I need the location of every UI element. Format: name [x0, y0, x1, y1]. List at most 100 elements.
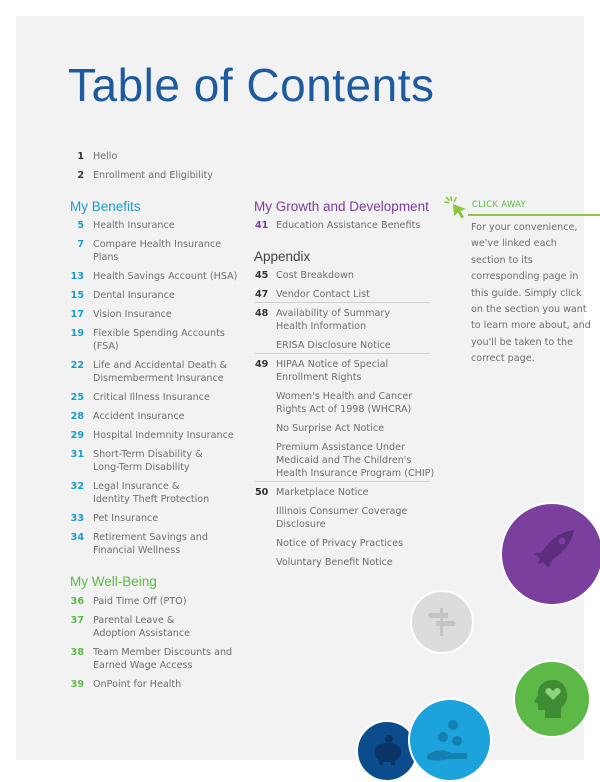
toc-entry[interactable]: ERISA Disclosure Notice [276, 339, 391, 352]
entry-label: Financial Wellness [93, 545, 181, 556]
page-number: 19 [70, 328, 84, 339]
page-number: 47 [255, 289, 269, 300]
entry-label: Premium Assistance Under [276, 442, 405, 453]
section-heading-my-well-being: My Well-Being [70, 574, 157, 589]
entry-label: Cost Breakdown [276, 270, 354, 281]
entry-label: Paid Time Off (PTO) [93, 596, 187, 607]
toc-entry[interactable]: 1 Hello [77, 150, 118, 163]
toc-entry[interactable]: 7 Compare Health Insurance Plans [77, 238, 222, 264]
toc-entry[interactable]: No Surprise Act Notice [276, 422, 384, 435]
page-number: 45 [255, 270, 269, 281]
page-number: 1 [77, 151, 84, 162]
page-number: 32 [70, 481, 84, 492]
toc-entry[interactable]: 36 Paid Time Off (PTO) [71, 595, 187, 608]
entry-label: Health Savings Account (HSA) [93, 271, 238, 282]
entry-label: Enrollment Rights [276, 372, 362, 383]
page-number: 31 [70, 449, 84, 460]
cursor-click-icon [444, 196, 466, 219]
entry-label: Identity Theft Protection [93, 494, 210, 505]
entry-label: Medicaid and The Children's [276, 455, 412, 466]
toc-entry[interactable]: 48 Availability of Summary Health Informat… [255, 307, 391, 333]
toc-entry[interactable]: 28 Accident Insurance [71, 410, 185, 423]
entry-label: Life and Accidental Death & [93, 360, 228, 371]
toc-entry[interactable]: 29 Hospital Indemnity Insurance [71, 429, 234, 442]
toc-entry[interactable]: 19 Flexible Spending Accounts (FSA) [71, 327, 225, 353]
entry-label: ERISA Disclosure Notice [276, 340, 391, 351]
page-number: 22 [70, 360, 84, 371]
entry-label: Dental Insurance [93, 290, 175, 301]
entry-label: Hello [93, 151, 118, 162]
click-away-divider [468, 214, 600, 216]
entry-label: Health Insurance Program (CHIP) [276, 468, 435, 479]
toc-entry[interactable]: Illinois Consumer Coverage Disclosure [276, 505, 407, 531]
toc-entry[interactable]: 37 Parental Leave & Adoption Assistance [71, 614, 190, 640]
toc-entry[interactable]: 31 Short-Term Disability & Long-Term Disab… [71, 448, 203, 474]
toc-entry[interactable]: Premium Assistance Under Medicaid and The… [276, 441, 434, 480]
toc-entry[interactable]: 32 Legal Insurance & Identity Theft Protec… [71, 480, 210, 506]
page-number: 2 [77, 170, 84, 181]
entry-label: (FSA) [93, 341, 119, 352]
toc-entry[interactable]: 17 Vision Insurance [71, 308, 172, 321]
toc-entry[interactable]: 49 HIPAA Notice of Special Enrollment Righ… [255, 358, 389, 384]
section-heading-my-benefits: My Benefits [70, 199, 141, 214]
toc-entry[interactable]: 15 Dental Insurance [71, 289, 175, 302]
page-number: 38 [70, 647, 84, 658]
page-number: 29 [70, 430, 84, 441]
toc-entry[interactable]: 34 Retirement Savings and Financial Wellne… [71, 531, 208, 557]
signpost-icon [428, 608, 456, 636]
signpost-circle [410, 590, 474, 654]
toc-entry[interactable]: 2 Enrollment and Eligibility [77, 169, 213, 182]
page-number: 5 [77, 220, 84, 231]
page-number: 25 [70, 392, 84, 403]
entry-label: Plans [93, 252, 119, 263]
page-number: 41 [255, 220, 269, 231]
hand-coins-circle [408, 698, 492, 782]
toc-entry[interactable]: 25 Critical Illness Insurance [71, 391, 210, 404]
entry-label: Team Member Discounts and [93, 647, 233, 658]
entry-label: Long-Term Disability [93, 462, 190, 473]
toc-entry[interactable]: 13 Health Savings Account (HSA) [71, 270, 238, 283]
toc-entry[interactable]: 47 Vendor Contact List [255, 288, 370, 301]
toc-entry[interactable]: Notice of Privacy Practices [276, 537, 403, 550]
entry-label: Compare Health Insurance [93, 239, 222, 250]
page-number: 13 [70, 271, 84, 282]
toc-entry[interactable]: Voluntary Benefit Notice [276, 556, 393, 569]
page-number: 49 [255, 359, 269, 370]
toc-entry[interactable]: 50 Marketplace Notice [255, 486, 369, 499]
entry-label: Availability of Summary [276, 308, 391, 319]
page-number: 17 [70, 309, 84, 320]
toc-entry[interactable]: 5 Health Insurance [77, 219, 175, 232]
entry-label: Accident Insurance [93, 411, 185, 422]
entry-label: Health Insurance [93, 220, 175, 231]
entry-label: Hospital Indemnity Insurance [93, 430, 234, 441]
toc-entry[interactable]: 41 Education Assistance Benefits [255, 219, 420, 232]
toc-entry[interactable]: 45 Cost Breakdown [255, 269, 354, 282]
entry-label: HIPAA Notice of Special [276, 359, 389, 370]
entry-label: Disclosure [276, 519, 326, 530]
entry-label: Voluntary Benefit Notice [276, 557, 393, 568]
page-number: 50 [255, 487, 269, 498]
head-heart-icon [534, 680, 568, 718]
rocket-circle [500, 502, 600, 606]
entry-label: Marketplace Notice [276, 487, 369, 498]
page-number: 33 [70, 513, 84, 524]
entry-label: Enrollment and Eligibility [93, 170, 213, 181]
page-number: 39 [70, 679, 84, 690]
page-number: 7 [77, 239, 84, 250]
entry-label: Women's Health and Cancer [276, 391, 413, 402]
toc-entry[interactable]: Women's Health and Cancer Rights Act of 1… [276, 390, 412, 416]
entry-label: Legal Insurance & [93, 481, 180, 492]
toc-entry[interactable]: 33 Pet Insurance [71, 512, 159, 525]
page-number: 15 [70, 290, 84, 301]
click-away-text: For your convenience, we've linked each … [471, 222, 591, 365]
entry-label: Vendor Contact List [276, 289, 370, 300]
page-number: 36 [70, 596, 84, 607]
toc-entry[interactable]: 39 OnPoint for Health [71, 678, 182, 691]
page-title: Table of Contents [68, 59, 435, 111]
toc-entry[interactable]: 38 Team Member Discounts and Earned Wage A… [71, 646, 233, 672]
entry-label: Pet Insurance [93, 513, 159, 524]
toc-entry[interactable]: 22 Life and Accidental Death & Dismemberme… [71, 359, 228, 385]
entry-label: Rights Act of 1998 (WHCRA) [276, 404, 412, 415]
entry-label: Parental Leave & [93, 615, 175, 626]
page-number: 28 [70, 411, 84, 422]
